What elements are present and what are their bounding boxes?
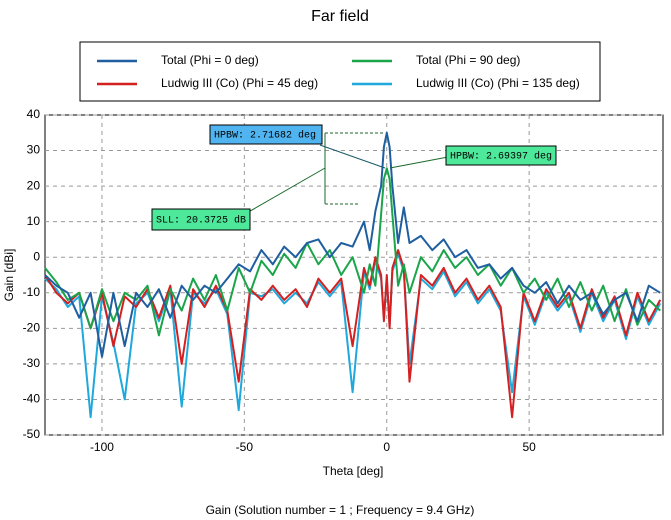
y-tick-label: 30 bbox=[27, 143, 41, 157]
legend-label: Total (Phi = 0 deg) bbox=[161, 53, 259, 67]
y-tick-label: -50 bbox=[23, 427, 41, 441]
annotation-group: HPBW: 2.71682 deg HPBW: 2.69397 deg SLL:… bbox=[151, 124, 557, 231]
annotation-box bbox=[151, 208, 251, 231]
legend-label: Ludwig III (Co) (Phi = 135 deg) bbox=[416, 76, 580, 90]
y-tick-label: -30 bbox=[23, 356, 41, 370]
x-tick-label: 0 bbox=[383, 440, 390, 454]
legend-label: Ludwig III (Co) (Phi = 45 deg) bbox=[161, 76, 318, 90]
y-tick-label: -40 bbox=[23, 392, 41, 406]
annotation-line bbox=[389, 156, 449, 169]
annotation-box bbox=[209, 124, 323, 145]
annotation-line bbox=[244, 167, 326, 215]
y-tick-label: -20 bbox=[23, 321, 41, 335]
y-tick-label: -10 bbox=[23, 285, 41, 299]
x-tick-label: -50 bbox=[236, 440, 254, 454]
annotation: SLL: 20.3725 dB bbox=[156, 215, 246, 227]
footer: Gain (Solution number = 1 ; Frequency = … bbox=[206, 503, 475, 517]
y-tick-label: 40 bbox=[27, 107, 41, 121]
x-tick-label: 50 bbox=[522, 440, 536, 454]
series-line bbox=[44, 167, 661, 337]
y-axis-label: Gain [dBi] bbox=[2, 249, 16, 302]
y-tick-label: 20 bbox=[27, 178, 41, 192]
x-axis-label: Theta [deg] bbox=[323, 464, 384, 478]
annotation-box bbox=[445, 145, 557, 166]
series-line bbox=[44, 131, 661, 358]
legend-box bbox=[79, 41, 601, 102]
legend-label: Total (Phi = 90 deg) bbox=[416, 53, 520, 67]
x-tick-label: -100 bbox=[90, 440, 114, 454]
series-line bbox=[44, 252, 662, 419]
series-line bbox=[44, 249, 662, 419]
annotation: HPBW: 2.69397 deg bbox=[450, 151, 552, 163]
y-tick-label: 0 bbox=[33, 249, 40, 263]
plot-area bbox=[44, 114, 663, 436]
y-tick-label: 10 bbox=[27, 214, 41, 228]
chart-title: Far field bbox=[311, 8, 369, 25]
annotation: HPBW: 2.71682 deg bbox=[214, 130, 316, 142]
annotation-line bbox=[319, 144, 386, 169]
